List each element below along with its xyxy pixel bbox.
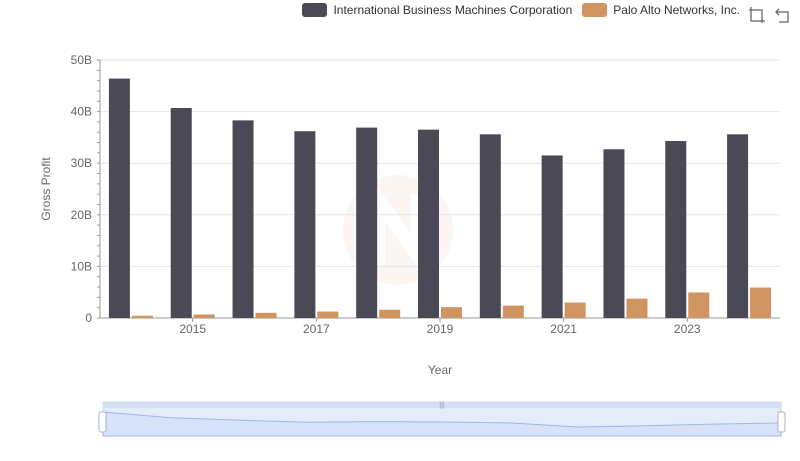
bar-paloalto-2021[interactable] bbox=[564, 302, 586, 318]
toolbox bbox=[748, 6, 792, 24]
y-tick-label: 0 bbox=[85, 311, 92, 325]
bar-paloalto-2014[interactable] bbox=[131, 315, 153, 318]
y-tick-label: 50B bbox=[71, 53, 92, 67]
x-tick-label: 2015 bbox=[179, 322, 206, 336]
bar-paloalto-2016[interactable] bbox=[255, 312, 277, 318]
legend-swatch-paloalto bbox=[582, 3, 608, 17]
legend-label-paloalto: Palo Alto Networks, Inc. bbox=[613, 3, 740, 17]
x-tick-label: 2017 bbox=[303, 322, 330, 336]
bar-ibm-2020[interactable] bbox=[479, 134, 501, 318]
bar-ibm-2014[interactable] bbox=[108, 78, 130, 319]
data-zoom-top-bar[interactable] bbox=[103, 402, 781, 408]
bar-paloalto-2020[interactable] bbox=[502, 305, 524, 318]
y-tick-label: 20B bbox=[71, 208, 92, 222]
y-tick-label: 30B bbox=[71, 156, 92, 170]
bar-ibm-2017[interactable] bbox=[294, 131, 316, 318]
bar-ibm-2016[interactable] bbox=[232, 120, 254, 318]
bar-ibm-2015[interactable] bbox=[170, 107, 192, 318]
y-tick-label: 40B bbox=[71, 105, 92, 119]
bar-paloalto-2022[interactable] bbox=[626, 298, 648, 318]
x-tick-label: 2023 bbox=[674, 322, 701, 336]
bar-paloalto-2023[interactable] bbox=[688, 292, 710, 318]
legend-item-ibm[interactable]: International Business Machines Corporat… bbox=[302, 3, 572, 17]
restore-icon[interactable] bbox=[774, 6, 792, 24]
bar-ibm-2018[interactable] bbox=[356, 127, 378, 318]
y-tick-label: 10B bbox=[71, 259, 92, 273]
data-zoom-grip-icon[interactable]: ||| bbox=[439, 402, 445, 409]
x-tick-label: 2021 bbox=[550, 322, 577, 336]
bar-paloalto-2017[interactable] bbox=[317, 311, 339, 318]
legend: International Business Machines Corporat… bbox=[302, 3, 740, 17]
x-axis-title: Year bbox=[428, 363, 452, 377]
y-axis-title: Gross Profit bbox=[39, 157, 53, 221]
bar-ibm-2024[interactable] bbox=[727, 134, 749, 318]
bar-ibm-2019[interactable] bbox=[418, 129, 439, 318]
bars bbox=[108, 78, 772, 319]
data-zoom-slider[interactable]: ||| bbox=[98, 401, 786, 437]
y-axis: 0 10B 20B 30B 40B 50B bbox=[71, 53, 101, 325]
bar-ibm-2021[interactable] bbox=[541, 155, 563, 318]
data-zoom-handle-right[interactable] bbox=[777, 411, 786, 433]
data-zoom-preview bbox=[102, 411, 782, 437]
x-tick-label: 2019 bbox=[427, 322, 454, 336]
bar-ibm-2022[interactable] bbox=[603, 149, 625, 318]
legend-swatch-ibm bbox=[302, 3, 328, 17]
bar-ibm-2023[interactable] bbox=[665, 141, 687, 318]
legend-item-paloalto[interactable]: Palo Alto Networks, Inc. bbox=[582, 3, 740, 17]
bar-paloalto-2015[interactable] bbox=[193, 314, 215, 318]
bar-paloalto-2024[interactable] bbox=[750, 287, 772, 318]
x-axis: 2015 2017 2019 2021 2023 bbox=[100, 317, 780, 336]
zoom-icon[interactable] bbox=[748, 6, 766, 24]
data-zoom-handle-left[interactable] bbox=[98, 411, 107, 433]
bar-paloalto-2019[interactable] bbox=[441, 307, 462, 318]
legend-label-ibm: International Business Machines Corporat… bbox=[333, 3, 573, 17]
bar-paloalto-2018[interactable] bbox=[379, 309, 401, 318]
